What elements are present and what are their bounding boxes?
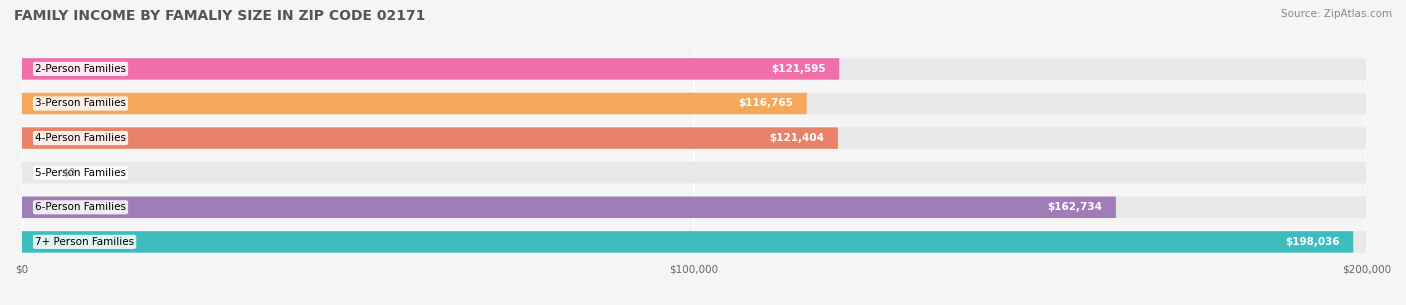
Text: $198,036: $198,036 xyxy=(1285,237,1340,247)
FancyBboxPatch shape xyxy=(21,196,1116,218)
Text: FAMILY INCOME BY FAMALIY SIZE IN ZIP CODE 02171: FAMILY INCOME BY FAMALIY SIZE IN ZIP COD… xyxy=(14,9,426,23)
FancyBboxPatch shape xyxy=(21,58,1367,80)
FancyBboxPatch shape xyxy=(21,93,807,114)
Text: 3-Person Families: 3-Person Families xyxy=(35,99,127,109)
Text: $162,734: $162,734 xyxy=(1047,202,1102,212)
Text: 7+ Person Families: 7+ Person Families xyxy=(35,237,134,247)
FancyBboxPatch shape xyxy=(21,231,1367,253)
FancyBboxPatch shape xyxy=(21,93,1367,114)
Text: 2-Person Families: 2-Person Families xyxy=(35,64,127,74)
Text: Source: ZipAtlas.com: Source: ZipAtlas.com xyxy=(1281,9,1392,19)
FancyBboxPatch shape xyxy=(21,162,1367,183)
Text: $121,404: $121,404 xyxy=(769,133,824,143)
FancyBboxPatch shape xyxy=(21,127,838,149)
Text: $116,765: $116,765 xyxy=(738,99,793,109)
Text: 4-Person Families: 4-Person Families xyxy=(35,133,127,143)
FancyBboxPatch shape xyxy=(21,127,1367,149)
FancyBboxPatch shape xyxy=(21,196,1367,218)
Text: $121,595: $121,595 xyxy=(770,64,825,74)
Text: 6-Person Families: 6-Person Families xyxy=(35,202,127,212)
FancyBboxPatch shape xyxy=(21,58,839,80)
FancyBboxPatch shape xyxy=(21,231,1353,253)
Text: 5-Person Families: 5-Person Families xyxy=(35,168,127,178)
Text: $0: $0 xyxy=(62,168,75,178)
